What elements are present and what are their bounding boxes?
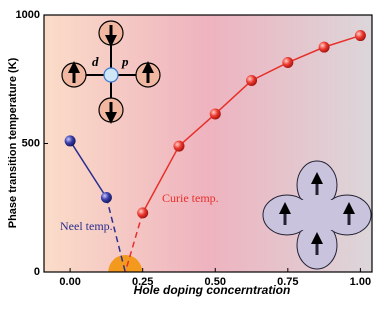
x-tick-label: 0.75 — [277, 276, 298, 288]
x-tick-label: 1.00 — [350, 276, 371, 288]
y-tick-label: 1000 — [16, 9, 40, 21]
y-tick-label: 500 — [22, 137, 40, 149]
x-tick-label: 0.50 — [205, 276, 226, 288]
x-tick-label: 0.00 — [59, 276, 80, 288]
data-point — [210, 108, 221, 119]
data-point — [65, 135, 76, 146]
series-annotation: Curie temp. — [162, 191, 219, 205]
data-point — [137, 207, 148, 218]
data-point — [246, 75, 257, 86]
chart: d p Hole doping concerntration Phase tra… — [0, 0, 374, 310]
data-point — [319, 42, 330, 53]
inset-label: d — [92, 54, 99, 69]
y-axis-label: Phase transition temperature (K) — [7, 57, 19, 228]
data-point — [101, 192, 112, 203]
x-tick-label: 0.25 — [132, 276, 153, 288]
data-point — [173, 141, 184, 152]
data-point — [282, 57, 293, 68]
y-tick-label: 0 — [34, 266, 40, 278]
data-point — [355, 30, 366, 41]
inset-label: p — [121, 54, 129, 69]
series-annotation: Neel temp. — [60, 219, 113, 233]
